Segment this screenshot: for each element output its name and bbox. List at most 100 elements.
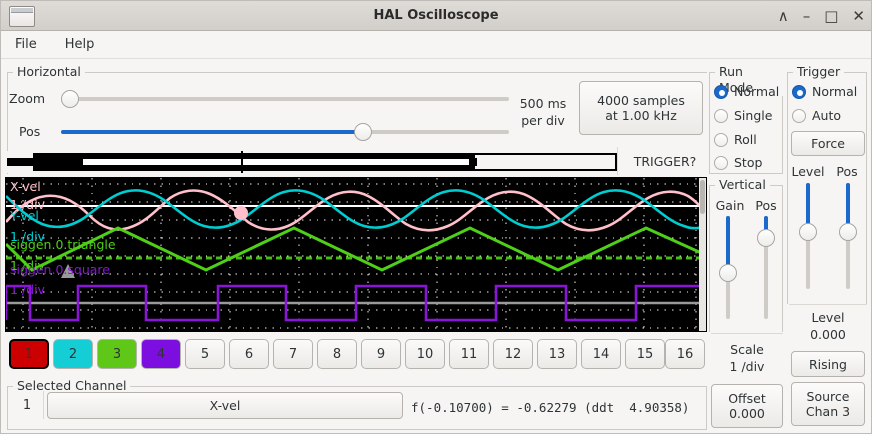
menu-bar: File Help: [1, 31, 871, 59]
run-mode-normal[interactable]: Normal: [714, 84, 779, 99]
trigger-level-handle[interactable]: [799, 223, 817, 241]
vertical-scale-caption: Scale: [730, 342, 764, 357]
channel-button-12[interactable]: 12: [493, 339, 533, 369]
channel-button-10[interactable]: 10: [405, 339, 445, 369]
channel-button-7[interactable]: 7: [273, 339, 313, 369]
channel-button-label: 10: [416, 346, 434, 362]
samples-button[interactable]: 4000 samples at 1.00 kHz: [579, 81, 703, 135]
channel-button-label: 13: [548, 346, 566, 362]
force-trigger-button[interactable]: Force: [791, 131, 865, 156]
channel-button-label: 9: [376, 346, 386, 362]
samples-rate: at 1.00 kHz: [605, 108, 677, 123]
frame-edge: [7, 386, 8, 430]
channel-button-9[interactable]: 9: [361, 339, 401, 369]
vertical-gain-fill: [726, 216, 730, 271]
pos-slider-handle[interactable]: [354, 123, 372, 141]
trigger-pos-slider[interactable]: [839, 183, 857, 289]
channel-button-6[interactable]: 6: [229, 339, 269, 369]
maximize-icon[interactable]: □: [824, 6, 839, 25]
vertical-gain-slider[interactable]: [719, 216, 737, 319]
close-icon[interactable]: ✕: [852, 6, 865, 25]
radio-icon: [792, 84, 806, 99]
trigger-level-value: 0.000: [810, 327, 846, 342]
divider: [711, 333, 783, 334]
trigger-source-value: Chan 3: [805, 404, 851, 419]
frame-edge: [709, 185, 710, 332]
timebase-unit: per div: [521, 113, 565, 128]
scope-display[interactable]: X-vel 1 /div Y-vel 1 /div siggen.0.trian…: [5, 177, 707, 332]
channel-value-readout: f(-0.10700) = -0.62279 (ddt 4.90358): [411, 400, 690, 415]
vertical-scale-value: 1 /div: [729, 359, 765, 374]
scope-grid-horizontal: [6, 183, 706, 329]
trigger-pos-fill: [846, 183, 850, 231]
channel-button-4[interactable]: 4: [141, 339, 181, 369]
channel-button-14[interactable]: 14: [581, 339, 621, 369]
vertical-pos-slider[interactable]: [757, 216, 775, 319]
run-mode-stop[interactable]: Stop: [714, 155, 762, 170]
vertical-group: Vertical: [709, 177, 783, 332]
scope-scrollbar[interactable]: [699, 178, 706, 331]
trigger-edge-button[interactable]: Rising: [791, 351, 865, 377]
trigger-title: Trigger: [793, 64, 845, 80]
window-controls: ∧ – □ ✕: [778, 1, 865, 31]
shade-icon[interactable]: ∧: [777, 6, 789, 25]
channel-button-16[interactable]: 16: [665, 339, 705, 369]
trace-x-vel: [6, 189, 706, 232]
frame-edge-bottom: [709, 173, 783, 174]
channel-button-label: 15: [636, 346, 654, 362]
channel-button-1[interactable]: 1: [9, 339, 49, 369]
channel-button-3[interactable]: 3: [97, 339, 137, 369]
channel-button-label: 11: [460, 346, 478, 362]
trigger-source-caption: Source: [806, 389, 850, 404]
vertical-offset-caption: Offset: [728, 391, 766, 406]
vertical-offset-button[interactable]: Offset 0.000: [711, 384, 783, 428]
horizontal-pos-slider[interactable]: [61, 123, 509, 141]
selected-channel-title: Selected Channel: [13, 378, 131, 394]
channel-button-label: 8: [332, 346, 342, 362]
channel-button-11[interactable]: 11: [449, 339, 489, 369]
minimize-icon[interactable]: –: [802, 6, 811, 25]
zoom-slider-handle[interactable]: [61, 90, 79, 108]
trigger-source-button[interactable]: Source Chan 3: [791, 382, 865, 426]
channel-button-label: 2: [68, 346, 78, 362]
frame-edge-bottom: [7, 429, 707, 430]
scope-channel-name-2: Y-vel: [10, 208, 39, 223]
vertical-pos-handle[interactable]: [757, 229, 775, 247]
channel-button-8[interactable]: 8: [317, 339, 357, 369]
frame-edge: [787, 72, 788, 304]
scope-scrollbar-thumb[interactable]: [700, 180, 705, 214]
horizontal-group: Horizontal: [7, 64, 707, 174]
zoom-slider[interactable]: [61, 90, 509, 108]
horizontal-position-bar[interactable]: [7, 151, 617, 173]
radio-icon: [792, 108, 806, 123]
scope-cursor-dot: [234, 206, 248, 220]
channel-button-13[interactable]: 13: [537, 339, 577, 369]
scope-scale-text-1: 1 /div: [10, 197, 45, 212]
trigger-group: Trigger: [787, 64, 867, 304]
vertical-gain-handle[interactable]: [719, 264, 737, 282]
hposbar-window: [83, 159, 469, 165]
channel-button-label: 6: [244, 346, 254, 362]
trigger-normal[interactable]: Normal: [792, 84, 857, 99]
divider: [617, 147, 618, 175]
scope-canvas: [6, 178, 706, 331]
scope-channel-label-2: Y-vel: [10, 209, 39, 223]
trigger-auto[interactable]: Auto: [792, 108, 841, 123]
menu-item-file[interactable]: File: [15, 37, 37, 52]
frame-edge-right: [866, 72, 867, 304]
selected-channel-signal-button[interactable]: X-vel: [47, 392, 403, 419]
frame-line: [7, 386, 707, 387]
trigger-pos-handle[interactable]: [839, 223, 857, 241]
vertical-offset-value: 0.000: [729, 406, 765, 421]
menu-item-help[interactable]: Help: [64, 37, 95, 52]
title-bar: HAL Oscilloscope ∧ – □ ✕: [1, 1, 871, 31]
trigger-level-slider[interactable]: [799, 183, 817, 289]
run-mode-roll[interactable]: Roll: [714, 132, 757, 147]
channel-button-15[interactable]: 15: [625, 339, 665, 369]
channel-button-2[interactable]: 2: [53, 339, 93, 369]
run-mode-single[interactable]: Single: [714, 108, 772, 123]
scope-channel-name-3: siggen.0.triangle: [10, 237, 116, 252]
hposbar-trigger-marker: [241, 151, 243, 173]
channel-button-5[interactable]: 5: [185, 339, 225, 369]
